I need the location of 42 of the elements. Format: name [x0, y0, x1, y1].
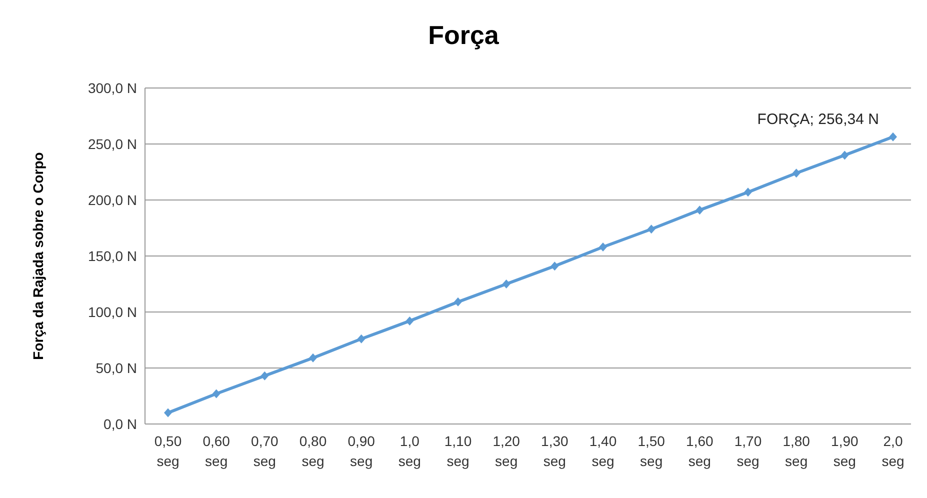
point	[840, 150, 849, 160]
point	[406, 316, 414, 326]
point	[454, 297, 462, 306]
y-tick-label: 0,0 N	[104, 416, 137, 432]
x-tick-label: 1,10 seg	[444, 433, 472, 469]
point	[550, 262, 559, 271]
x-tick-label: 1,40 seg	[589, 433, 617, 469]
x-tick-label: 1,70 seg	[734, 433, 762, 469]
y-tick-label: 200,0 N	[88, 192, 137, 208]
x-tick-label: 0,80 seg	[299, 433, 327, 469]
x-tick-label: 0,70 seg	[251, 433, 279, 469]
x-tick-label: 1,80 seg	[782, 433, 810, 469]
point	[502, 280, 510, 288]
x-tick-label: 0,90 seg	[348, 433, 376, 469]
chart-title: Força	[427, 20, 500, 51]
annotation: FORÇA; 256,34 N	[757, 110, 879, 128]
x-tick-label: 1,60 seg	[686, 433, 714, 469]
point	[647, 224, 656, 234]
y-tick-label: 100,0 N	[88, 304, 137, 320]
point	[792, 168, 800, 178]
point	[309, 353, 317, 362]
point	[744, 188, 752, 197]
y-axis-title: Força da Rajada sobre o Corpo	[30, 152, 46, 360]
x-tick-label: 1,20 seg	[492, 433, 520, 469]
x-tick-label: 0,50 seg	[154, 433, 182, 469]
x-tick-label: 1,0 seg	[398, 433, 421, 469]
y-tick-label: 250,0 N	[88, 136, 137, 152]
x-tick-label: 1,90 seg	[831, 433, 859, 469]
point	[357, 334, 366, 344]
y-tick-label: 300,0 N	[88, 80, 137, 96]
point	[164, 408, 172, 418]
x-tick-label: 0,60 seg	[202, 433, 230, 469]
y-tick-label: 150,0 N	[88, 248, 137, 264]
point	[212, 389, 220, 398]
x-tick-label: 2,0 seg	[882, 433, 904, 469]
point	[889, 132, 897, 142]
point	[260, 371, 269, 380]
y-tick-label: 50,0 N	[96, 360, 137, 376]
point	[599, 242, 607, 252]
point	[696, 206, 704, 215]
x-tick-label: 1,50 seg	[638, 433, 666, 469]
x-tick-label: 1,30 seg	[541, 433, 569, 469]
